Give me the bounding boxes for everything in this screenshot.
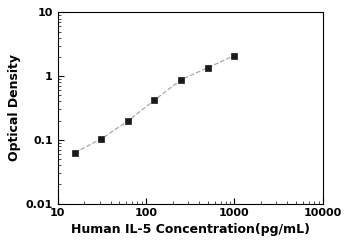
- X-axis label: Human IL-5 Concentration(pg/mL): Human IL-5 Concentration(pg/mL): [71, 223, 310, 236]
- Y-axis label: Optical Density: Optical Density: [8, 54, 21, 162]
